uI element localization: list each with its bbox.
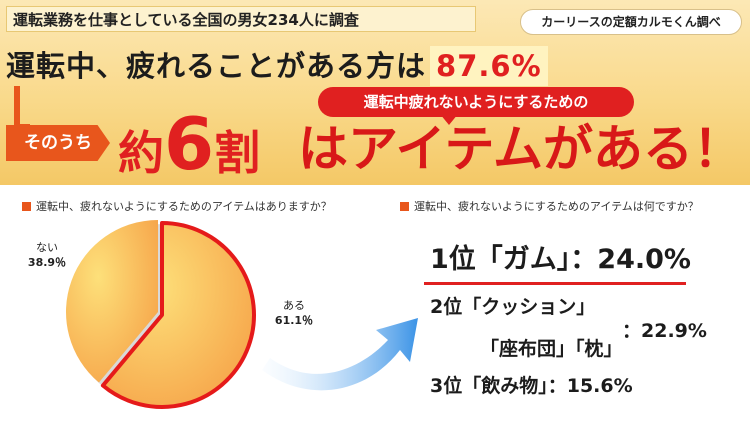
arrow-icon <box>262 318 418 391</box>
header-banner: 運転業務を仕事としている全国の男女234人に調査 カーリースの定額カルモくん調べ… <box>0 0 750 185</box>
pie-slice-nai <box>65 220 158 383</box>
callout-tail <box>440 114 458 125</box>
pie-label-nai-category: ない <box>36 241 58 254</box>
pie-label-nai-value: 38.9％ <box>27 256 67 269</box>
proportion-prefix: 約 <box>118 126 164 180</box>
pie-label-nai: ない 38.9％ <box>22 240 72 270</box>
pie-label-aru-category: ある <box>283 299 305 312</box>
headline-text: 運転中、疲れることがある方は <box>6 49 427 83</box>
question-right: 運転中、疲れないようにするためのアイテムは何ですか？ <box>400 198 699 216</box>
survey-description: 運転業務を仕事としている全国の男女234人に調査 <box>6 6 476 32</box>
rank-2-line2: 「座布団」「枕」 <box>480 338 623 360</box>
pie-slice-aru <box>100 221 256 409</box>
headline-percent: 87.6% <box>430 46 548 86</box>
callout-bubble: 運転中疲れないようにするための <box>318 87 634 117</box>
item-statement: はアイテムがある！ <box>298 120 743 178</box>
rank-3: 3位「飲み物」：15.6% <box>430 375 633 397</box>
proportion-text: 約6割 <box>118 104 260 184</box>
proportion-suffix: 割 <box>214 126 261 180</box>
square-bullet-icon <box>400 202 409 211</box>
proportion-number: 6 <box>164 102 215 185</box>
headline: 運転中、疲れることがある方は 87.6% <box>6 44 548 88</box>
sonouchi-label: そのうち <box>6 125 110 161</box>
question-left-text: 運転中、疲れないようにするためのアイテムはありますか？ <box>36 200 332 213</box>
pie-label-aru: ある 61.1％ <box>266 298 322 328</box>
question-left: 運転中、疲れないようにするためのアイテムはありますか？ <box>22 198 332 216</box>
question-right-text: 運転中、疲れないようにするためのアイテムは何ですか？ <box>414 200 699 213</box>
rank-2-percent: ：22.9% <box>622 320 707 342</box>
rank-1: 1位「ガム」：24.0% <box>430 244 691 275</box>
rank-2-line1: 2位「クッション」 <box>430 296 596 318</box>
source-tag: カーリースの定額カルモくん調べ <box>520 9 742 35</box>
square-bullet-icon <box>22 202 31 211</box>
rank-1-underline <box>424 282 686 285</box>
pie-label-aru-value: 61.1％ <box>274 314 314 327</box>
